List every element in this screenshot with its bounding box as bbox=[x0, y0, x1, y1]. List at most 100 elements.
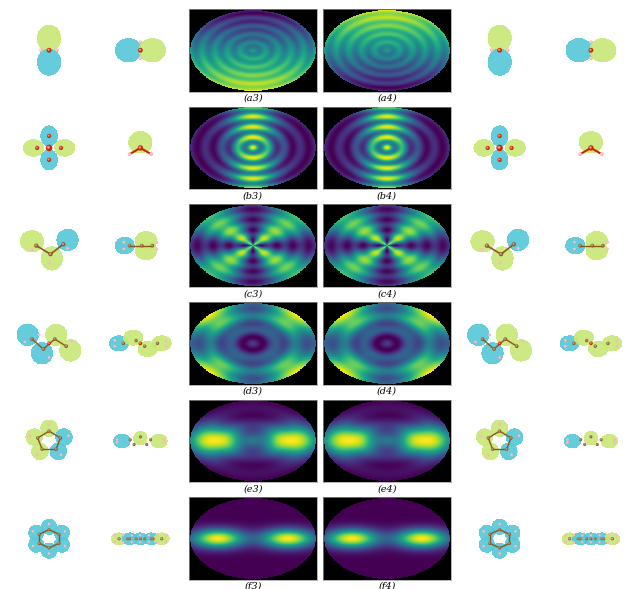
Circle shape bbox=[481, 249, 483, 251]
Circle shape bbox=[510, 437, 512, 439]
Circle shape bbox=[36, 147, 38, 150]
Circle shape bbox=[481, 338, 484, 340]
Circle shape bbox=[611, 538, 613, 540]
Circle shape bbox=[611, 538, 613, 540]
Circle shape bbox=[152, 538, 154, 540]
X-axis label: (b4): (b4) bbox=[377, 191, 397, 200]
Circle shape bbox=[498, 147, 500, 148]
Circle shape bbox=[48, 547, 50, 549]
Circle shape bbox=[499, 430, 500, 432]
Circle shape bbox=[616, 340, 617, 341]
Circle shape bbox=[487, 147, 488, 148]
Circle shape bbox=[499, 135, 500, 136]
X-axis label: (c4): (c4) bbox=[378, 289, 397, 298]
Circle shape bbox=[486, 245, 487, 246]
Circle shape bbox=[590, 436, 592, 438]
Circle shape bbox=[499, 357, 500, 358]
Circle shape bbox=[140, 342, 141, 345]
Circle shape bbox=[38, 542, 40, 544]
Circle shape bbox=[567, 439, 568, 440]
Circle shape bbox=[584, 444, 586, 445]
Circle shape bbox=[516, 345, 518, 348]
Circle shape bbox=[499, 342, 500, 345]
Circle shape bbox=[591, 244, 593, 247]
X-axis label: (f4): (f4) bbox=[378, 583, 396, 589]
Circle shape bbox=[504, 338, 506, 340]
X-axis label: (d3): (d3) bbox=[243, 387, 263, 396]
Circle shape bbox=[140, 57, 141, 59]
Circle shape bbox=[33, 531, 34, 532]
Circle shape bbox=[569, 538, 570, 540]
Circle shape bbox=[150, 439, 152, 441]
Circle shape bbox=[509, 542, 510, 544]
Circle shape bbox=[65, 345, 67, 348]
X-axis label: (b3): (b3) bbox=[243, 191, 263, 200]
Circle shape bbox=[489, 533, 491, 535]
Circle shape bbox=[36, 147, 37, 148]
Circle shape bbox=[602, 244, 604, 247]
Circle shape bbox=[118, 538, 120, 540]
Circle shape bbox=[150, 538, 152, 540]
Circle shape bbox=[47, 48, 51, 52]
Circle shape bbox=[47, 134, 51, 137]
X-axis label: (d4): (d4) bbox=[377, 387, 397, 396]
Circle shape bbox=[499, 423, 500, 425]
Circle shape bbox=[43, 348, 44, 349]
Circle shape bbox=[47, 158, 51, 161]
Circle shape bbox=[489, 334, 490, 336]
Circle shape bbox=[573, 535, 574, 536]
X-axis label: (c3): (c3) bbox=[243, 289, 262, 298]
Circle shape bbox=[511, 147, 512, 148]
Circle shape bbox=[515, 545, 516, 547]
Circle shape bbox=[499, 529, 500, 531]
Circle shape bbox=[143, 345, 146, 347]
Circle shape bbox=[116, 442, 118, 443]
Circle shape bbox=[163, 439, 164, 440]
Circle shape bbox=[49, 524, 50, 525]
Circle shape bbox=[35, 245, 36, 246]
Circle shape bbox=[586, 538, 588, 540]
Circle shape bbox=[129, 153, 131, 155]
Circle shape bbox=[485, 244, 488, 247]
Circle shape bbox=[56, 49, 58, 51]
Circle shape bbox=[483, 545, 484, 547]
Circle shape bbox=[138, 146, 142, 150]
Circle shape bbox=[156, 241, 157, 243]
Circle shape bbox=[146, 444, 148, 445]
Circle shape bbox=[47, 145, 52, 151]
Circle shape bbox=[590, 41, 592, 44]
Circle shape bbox=[579, 153, 581, 155]
Circle shape bbox=[499, 553, 500, 554]
Circle shape bbox=[33, 545, 34, 547]
Circle shape bbox=[479, 435, 481, 436]
Circle shape bbox=[118, 538, 120, 540]
Circle shape bbox=[499, 262, 500, 263]
Circle shape bbox=[31, 338, 33, 340]
Circle shape bbox=[123, 535, 124, 536]
Circle shape bbox=[47, 147, 49, 148]
Circle shape bbox=[129, 538, 131, 540]
Circle shape bbox=[564, 340, 566, 341]
Circle shape bbox=[569, 538, 570, 540]
Circle shape bbox=[123, 249, 125, 250]
Circle shape bbox=[499, 159, 500, 160]
Circle shape bbox=[122, 342, 124, 345]
Circle shape bbox=[579, 538, 581, 540]
Circle shape bbox=[565, 535, 566, 536]
Circle shape bbox=[497, 145, 502, 151]
Circle shape bbox=[515, 531, 516, 532]
Circle shape bbox=[48, 430, 50, 432]
Circle shape bbox=[579, 244, 581, 247]
Circle shape bbox=[161, 538, 163, 540]
Circle shape bbox=[589, 146, 593, 150]
Circle shape bbox=[586, 339, 588, 342]
Circle shape bbox=[616, 346, 617, 347]
Circle shape bbox=[589, 147, 591, 148]
Circle shape bbox=[506, 49, 509, 51]
Circle shape bbox=[50, 253, 51, 254]
Circle shape bbox=[499, 547, 500, 549]
Circle shape bbox=[60, 454, 62, 455]
Circle shape bbox=[129, 439, 131, 441]
Circle shape bbox=[127, 538, 129, 540]
Circle shape bbox=[513, 243, 515, 246]
